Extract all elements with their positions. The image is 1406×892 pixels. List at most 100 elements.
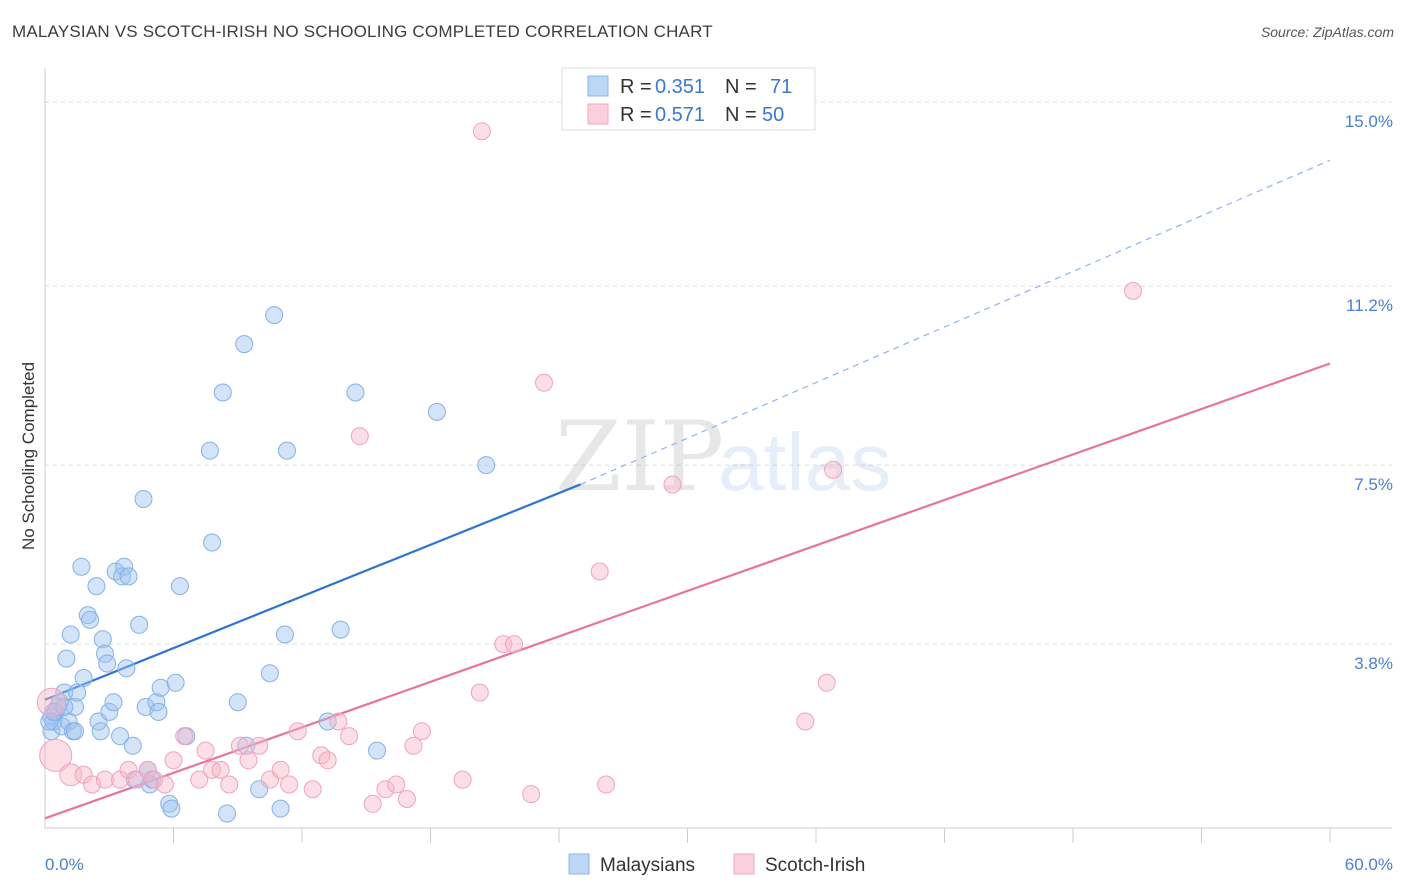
- scotch-irish-point: [329, 712, 348, 731]
- scotch-irish-point: [271, 760, 290, 779]
- malaysian-point: [55, 683, 74, 702]
- y-tick-label: 3.8%: [1354, 654, 1393, 673]
- scotch-irish-point: [145, 770, 164, 789]
- scotch-irish-point: [155, 775, 174, 794]
- bottom-legend-malaysians: Malaysians: [600, 855, 695, 876]
- scotch-irish-point: [36, 687, 66, 717]
- x-tick-labels: 0.0% 60.0%: [45, 855, 1393, 874]
- y-tick-labels: 3.8% 7.5% 11.2% 15.0%: [1345, 112, 1393, 673]
- malaysian-point: [78, 606, 97, 625]
- legend-r-label-1: R =: [620, 76, 652, 98]
- y-axis-label: No Schooling Completed: [19, 362, 38, 550]
- malaysian-point: [66, 722, 84, 741]
- malaysian-point: [213, 383, 232, 402]
- legend-n-label-1: N =: [725, 76, 757, 98]
- axes: [44, 68, 1392, 843]
- x-tick-label-min: 0.0%: [45, 855, 84, 874]
- source-label: Source: ZipAtlas.com: [1260, 24, 1394, 40]
- bottom-legend-swatch-malaysians: [568, 853, 590, 875]
- malaysian-point: [275, 625, 294, 644]
- scotch-irish-point: [522, 785, 541, 804]
- scotch-irish-point: [494, 635, 513, 654]
- malaysian-point: [203, 533, 222, 552]
- malaysian-point: [151, 678, 170, 697]
- legend-n-label-2: N =: [725, 104, 757, 126]
- malaysian-point: [218, 804, 236, 823]
- scotch-irish-point: [817, 673, 836, 692]
- malaysian-point: [318, 712, 337, 731]
- series-legend: Malaysians Scotch-Irish: [568, 853, 865, 876]
- legend-r-value-1: 0.351: [655, 76, 705, 98]
- watermark-atlas: atlas: [718, 417, 891, 508]
- scotch-irish-point: [824, 460, 843, 479]
- malaysian-point: [130, 615, 149, 634]
- malaysian-point: [477, 456, 496, 475]
- scotch-irish-point: [350, 427, 369, 446]
- malaysian-point: [149, 702, 168, 721]
- scotch-irish-point: [318, 751, 337, 770]
- x-tick-label-max: 60.0%: [1345, 855, 1393, 874]
- scotch-irish-point: [796, 712, 815, 731]
- scotch-irish-point: [230, 736, 249, 755]
- malaysian-point: [115, 557, 134, 576]
- malaysian-point: [74, 669, 93, 687]
- malaysian-point: [228, 693, 247, 712]
- scotch-irish-point: [505, 635, 523, 654]
- chart-title: MALAYSIAN VS SCOTCH-IRISH NO SCHOOLING C…: [12, 22, 713, 41]
- malaysian-point: [123, 736, 142, 755]
- malaysian-point: [87, 577, 106, 596]
- scotch-irish-point: [397, 790, 416, 808]
- scotch-irish-point: [164, 751, 183, 770]
- scotch-irish-point: [376, 780, 395, 799]
- data-points: [36, 122, 1142, 823]
- correlation-legend: R = 0.351 N = 71 R = 0.571 N = 50: [561, 67, 816, 131]
- malaysian-point: [134, 490, 153, 508]
- scotch-irish-point: [303, 780, 322, 799]
- scotch-irish-point: [472, 122, 491, 141]
- y-tick-label: 7.5%: [1354, 475, 1393, 494]
- bottom-legend-scotch-irish: Scotch-Irish: [765, 855, 865, 876]
- scotch-irish-point: [138, 760, 157, 779]
- scotch-irish-point: [663, 475, 682, 494]
- watermark: ZIP atlas: [555, 401, 891, 513]
- scotch-irish-point: [453, 770, 472, 789]
- scotch-irish-point: [239, 751, 258, 770]
- legend-r-value-2: 0.571: [655, 104, 705, 126]
- malaysian-point: [265, 306, 284, 325]
- scotch-irish-point: [39, 738, 73, 772]
- scotch-irish-point: [590, 562, 609, 581]
- malaysian-point: [111, 727, 129, 746]
- malaysian-point: [57, 649, 76, 668]
- malaysian-point: [40, 712, 59, 731]
- malaysian-point: [91, 722, 110, 741]
- grid-lines: [45, 101, 1392, 645]
- malaysian-point: [331, 620, 350, 639]
- y-tick-label: 11.2%: [1346, 296, 1393, 315]
- scotch-irish-point: [59, 763, 83, 787]
- scotch-irish-point: [470, 683, 489, 702]
- malaysian-point: [346, 383, 365, 402]
- legend-swatch-malaysians: [587, 75, 609, 97]
- malaysian-point: [166, 673, 185, 692]
- scotch-irish-point: [404, 736, 423, 755]
- scotch-irish-point: [280, 775, 299, 794]
- malaysian-point: [119, 567, 138, 586]
- malaysian-point: [235, 335, 254, 354]
- malaysian-point: [81, 610, 99, 629]
- malaysian-point: [278, 441, 296, 460]
- scotch-irish-point: [288, 722, 307, 741]
- scotch-irish-point: [250, 736, 269, 755]
- scotch-irish-point: [175, 727, 194, 746]
- legend-n-value-2: 50: [762, 104, 784, 126]
- malaysian-point: [160, 794, 179, 813]
- scotch-irish-point: [220, 775, 239, 794]
- scotch-irish-point: [535, 373, 553, 392]
- y-tick-label: 15.0%: [1345, 112, 1393, 131]
- malaysian-point: [162, 799, 181, 818]
- scotch-irish-trend-line: [44, 362, 1331, 820]
- malaysian-point: [100, 702, 119, 721]
- malaysian-point: [98, 654, 117, 673]
- scotch-irish-point: [190, 770, 209, 789]
- watermark-zip: ZIP: [555, 401, 724, 513]
